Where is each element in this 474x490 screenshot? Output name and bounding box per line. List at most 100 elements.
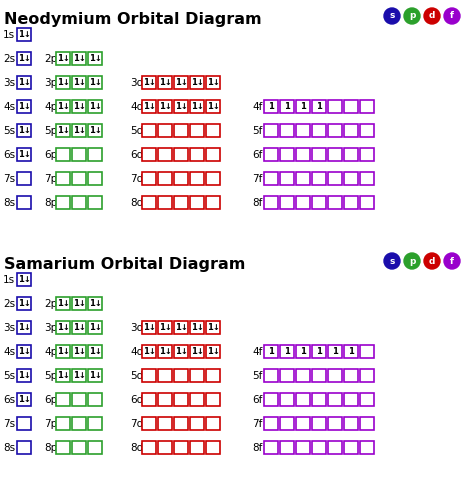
- Bar: [56, 148, 70, 161]
- Bar: [158, 172, 172, 185]
- Bar: [206, 321, 220, 334]
- Bar: [88, 369, 102, 382]
- Text: 2p: 2p: [44, 53, 57, 64]
- Text: 1: 1: [316, 347, 322, 356]
- Bar: [88, 100, 102, 113]
- Bar: [142, 417, 156, 430]
- Bar: [56, 297, 70, 310]
- Bar: [206, 369, 220, 382]
- Bar: [264, 369, 278, 382]
- Text: 1↓: 1↓: [143, 78, 155, 87]
- Bar: [88, 124, 102, 137]
- Bar: [344, 441, 358, 454]
- Text: 1↓: 1↓: [56, 347, 69, 356]
- Circle shape: [444, 8, 460, 24]
- Bar: [264, 196, 278, 209]
- Bar: [158, 345, 172, 358]
- Text: 4f: 4f: [252, 346, 263, 357]
- Bar: [328, 417, 342, 430]
- Bar: [328, 148, 342, 161]
- Bar: [206, 196, 220, 209]
- Text: 1↓: 1↓: [18, 395, 30, 404]
- Bar: [142, 100, 156, 113]
- Text: 1↓: 1↓: [174, 102, 187, 111]
- Text: 1↓: 1↓: [73, 323, 85, 332]
- Text: f: f: [450, 256, 454, 266]
- Bar: [88, 441, 102, 454]
- Bar: [72, 148, 86, 161]
- Text: 5p: 5p: [44, 125, 57, 136]
- Bar: [72, 196, 86, 209]
- Bar: [158, 369, 172, 382]
- Bar: [190, 148, 204, 161]
- Text: 2s: 2s: [3, 298, 15, 309]
- Bar: [142, 321, 156, 334]
- Bar: [142, 369, 156, 382]
- Bar: [17, 172, 31, 185]
- Text: 1↓: 1↓: [174, 347, 187, 356]
- Bar: [72, 172, 86, 185]
- Text: 1: 1: [332, 347, 338, 356]
- Text: s: s: [389, 256, 395, 266]
- Bar: [280, 393, 294, 406]
- Bar: [190, 393, 204, 406]
- Text: 4d: 4d: [130, 101, 143, 112]
- Text: 1: 1: [268, 347, 274, 356]
- Bar: [174, 124, 188, 137]
- Text: 8p: 8p: [44, 442, 57, 452]
- Bar: [296, 100, 310, 113]
- Bar: [174, 148, 188, 161]
- Text: 5s: 5s: [3, 370, 15, 381]
- Bar: [17, 100, 31, 113]
- Bar: [280, 124, 294, 137]
- Text: 1↓: 1↓: [159, 78, 172, 87]
- Bar: [142, 196, 156, 209]
- Bar: [360, 393, 374, 406]
- Text: 1↓: 1↓: [89, 371, 101, 380]
- Text: 8d: 8d: [130, 442, 143, 452]
- Text: 3s: 3s: [3, 322, 15, 333]
- Bar: [17, 345, 31, 358]
- Text: 8p: 8p: [44, 197, 57, 207]
- Text: 1↓: 1↓: [191, 102, 203, 111]
- Text: 6d: 6d: [130, 394, 143, 405]
- Bar: [190, 417, 204, 430]
- Bar: [190, 321, 204, 334]
- Text: 8d: 8d: [130, 197, 143, 207]
- Text: 6p: 6p: [44, 149, 57, 160]
- Circle shape: [404, 253, 420, 269]
- Text: 4p: 4p: [44, 101, 57, 112]
- Bar: [17, 417, 31, 430]
- Bar: [158, 441, 172, 454]
- Bar: [312, 441, 326, 454]
- Bar: [312, 148, 326, 161]
- Bar: [360, 172, 374, 185]
- Bar: [17, 369, 31, 382]
- Text: 1: 1: [348, 347, 354, 356]
- Bar: [296, 369, 310, 382]
- Bar: [296, 124, 310, 137]
- Text: 3p: 3p: [44, 77, 57, 88]
- Bar: [190, 369, 204, 382]
- Bar: [56, 100, 70, 113]
- Text: 1↓: 1↓: [18, 299, 30, 308]
- Text: 1: 1: [316, 102, 322, 111]
- Text: 1↓: 1↓: [207, 78, 219, 87]
- Bar: [280, 172, 294, 185]
- Bar: [56, 172, 70, 185]
- Text: 1↓: 1↓: [89, 347, 101, 356]
- Text: Neodymium Orbital Diagram: Neodymium Orbital Diagram: [4, 12, 262, 27]
- Bar: [17, 441, 31, 454]
- Bar: [206, 417, 220, 430]
- Bar: [142, 124, 156, 137]
- Text: 1s: 1s: [3, 29, 15, 40]
- Bar: [174, 76, 188, 89]
- Bar: [264, 417, 278, 430]
- Text: s: s: [389, 11, 395, 21]
- Bar: [206, 345, 220, 358]
- Text: 1↓: 1↓: [207, 102, 219, 111]
- Text: 1: 1: [300, 102, 306, 111]
- Bar: [72, 76, 86, 89]
- Bar: [360, 196, 374, 209]
- Bar: [142, 441, 156, 454]
